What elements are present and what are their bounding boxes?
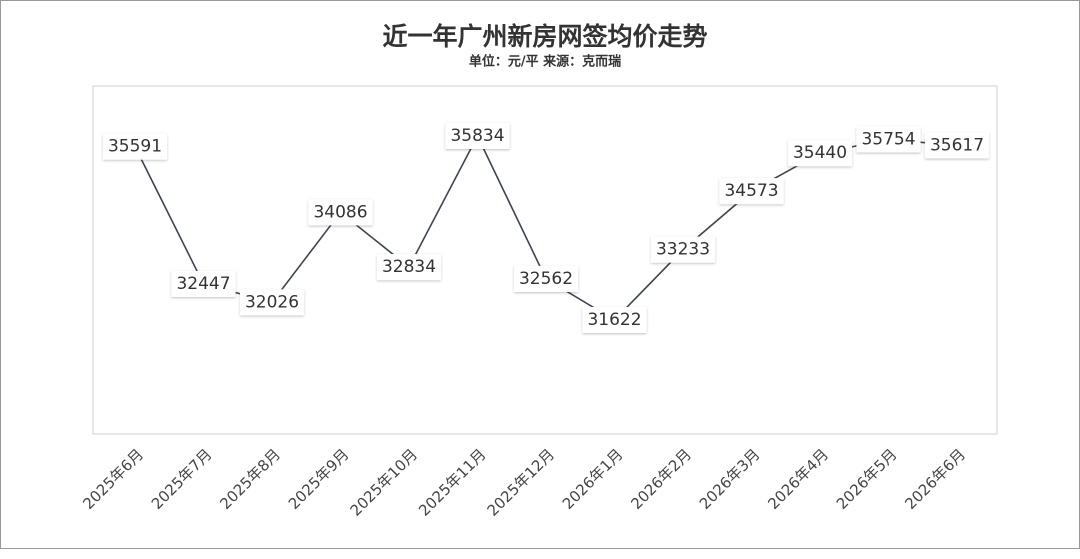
data-label-box <box>513 265 579 292</box>
data-label: 35440 <box>793 143 847 163</box>
data-label: 32447 <box>176 274 230 294</box>
chart-subtitle: 单位：元/平 来源：克而瑞 <box>469 54 621 70</box>
plot-area <box>92 85 998 435</box>
data-label: 32026 <box>245 292 299 312</box>
data-label-box <box>239 289 305 316</box>
data-label-box <box>376 254 442 281</box>
data-label: 35617 <box>930 135 984 155</box>
data-label-box <box>719 178 784 205</box>
data-label-box <box>787 140 853 167</box>
data-label-box <box>582 307 647 333</box>
data-label-group: 35834 <box>445 123 510 149</box>
data-label-box <box>308 199 373 226</box>
data-label-box <box>171 270 236 297</box>
data-label-box <box>856 126 921 153</box>
data-label: 35834 <box>450 126 504 146</box>
data-label-box <box>102 133 168 160</box>
data-label: 35754 <box>861 129 915 149</box>
data-label-box <box>650 236 716 263</box>
data-label-group: 32562 <box>513 265 579 292</box>
data-label: 35591 <box>108 137 162 157</box>
data-label-group: 32834 <box>376 254 442 281</box>
data-label: 32562 <box>519 269 573 289</box>
data-label: 33233 <box>656 240 710 260</box>
data-label-group: 35440 <box>787 140 853 167</box>
data-label-group: 35591 <box>102 133 168 160</box>
data-label-group: 33233 <box>650 236 716 263</box>
data-label-group: 32026 <box>239 289 305 316</box>
data-label-group: 32447 <box>171 270 236 297</box>
data-label-group: 34573 <box>719 178 784 205</box>
data-label-box <box>924 132 990 159</box>
data-label-group: 35617 <box>924 132 990 159</box>
data-label: 34573 <box>724 181 778 201</box>
data-label-box <box>445 123 510 149</box>
data-label: 34086 <box>313 202 367 222</box>
data-label-group: 31622 <box>582 307 647 333</box>
data-label: 31622 <box>587 310 641 330</box>
data-label-group: 34086 <box>308 199 373 226</box>
data-label-group: 35754 <box>856 126 921 153</box>
data-label: 32834 <box>382 257 436 277</box>
chart-title: 近一年广州新房网签均价走势 <box>382 22 707 51</box>
